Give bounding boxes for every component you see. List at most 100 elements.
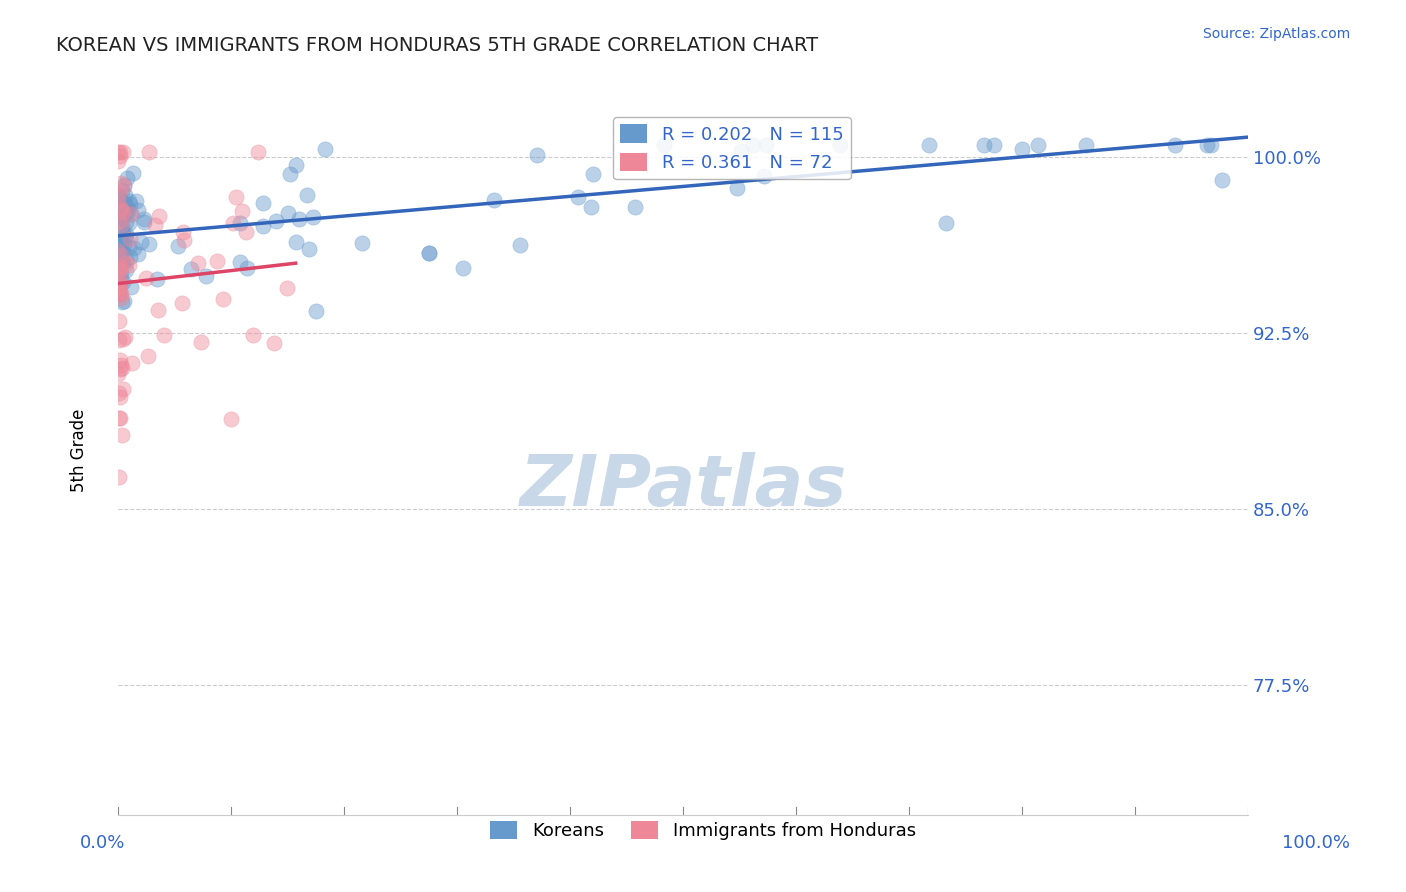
Point: [115, 171, 138, 186]
Text: 5th Grade: 5th Grade: [70, 409, 87, 492]
Point: [112, 200, 135, 214]
Point: [110, 206, 132, 220]
Point: [108, 390, 131, 404]
Point: [115, 206, 138, 220]
Point: [229, 254, 252, 268]
Point: [110, 264, 132, 278]
Point: [143, 218, 166, 232]
Point: [263, 335, 285, 350]
Point: [107, 188, 129, 202]
Point: [107, 186, 129, 201]
Point: [110, 250, 132, 264]
Point: [110, 362, 132, 376]
Point: [108, 285, 131, 299]
Point: [111, 295, 134, 310]
Point: [121, 356, 143, 370]
Point: [918, 138, 941, 153]
Point: [180, 262, 202, 277]
Point: [112, 275, 135, 289]
Point: [117, 203, 139, 218]
Point: [108, 149, 131, 163]
Point: [127, 202, 149, 217]
Point: [112, 178, 135, 193]
Point: [111, 219, 134, 234]
Point: [111, 204, 134, 219]
Point: [118, 258, 141, 272]
Point: [114, 263, 136, 277]
Point: [228, 216, 250, 230]
Point: [1199, 138, 1222, 153]
Point: [118, 250, 141, 264]
Point: [170, 296, 193, 310]
Point: [112, 227, 135, 241]
Point: [110, 218, 132, 232]
Point: [280, 167, 302, 181]
Point: [127, 247, 149, 261]
Point: [118, 216, 141, 230]
Point: [314, 142, 336, 156]
Point: [973, 138, 995, 153]
Point: [1074, 138, 1097, 153]
Point: [114, 188, 136, 202]
Point: [755, 138, 778, 153]
Text: KOREAN VS IMMIGRANTS FROM HONDURAS 5TH GRADE CORRELATION CHART: KOREAN VS IMMIGRANTS FROM HONDURAS 5TH G…: [56, 36, 818, 54]
Point: [107, 192, 129, 206]
Point: [110, 145, 132, 160]
Point: [115, 199, 138, 213]
Point: [725, 181, 748, 195]
Point: [107, 260, 129, 275]
Point: [111, 183, 134, 197]
Point: [297, 188, 319, 202]
Point: [752, 169, 775, 184]
Point: [110, 273, 132, 287]
Point: [115, 227, 138, 242]
Point: [132, 215, 155, 229]
Point: [107, 386, 129, 401]
Point: [110, 266, 132, 280]
Point: [129, 235, 152, 249]
Point: [108, 210, 131, 224]
Point: [1197, 138, 1219, 153]
Point: [118, 232, 141, 246]
Point: [110, 235, 132, 250]
Point: [167, 239, 190, 253]
Point: [112, 294, 135, 309]
Point: [302, 210, 325, 224]
Point: [136, 349, 159, 363]
Point: [108, 410, 131, 425]
Legend: Koreans, Immigrants from Honduras: Koreans, Immigrants from Honduras: [484, 814, 922, 847]
Point: [115, 215, 138, 229]
Point: [110, 358, 132, 372]
Point: [134, 211, 156, 226]
Point: [153, 328, 176, 343]
Point: [305, 303, 328, 318]
Point: [582, 167, 605, 181]
Point: [110, 286, 132, 301]
Point: [107, 287, 129, 301]
Text: 0.0%: 0.0%: [80, 834, 125, 852]
Text: Source: ZipAtlas.com: Source: ZipAtlas.com: [1202, 27, 1350, 41]
Point: [122, 241, 145, 255]
Point: [114, 195, 136, 210]
Point: [120, 207, 142, 221]
Point: [107, 145, 129, 160]
Point: [983, 138, 1005, 153]
Point: [108, 278, 131, 293]
Point: [107, 154, 129, 169]
Point: [112, 195, 135, 210]
Point: [451, 261, 474, 276]
Point: [118, 239, 141, 253]
Point: [284, 159, 307, 173]
Point: [107, 266, 129, 280]
Point: [112, 145, 135, 160]
Point: [830, 138, 852, 153]
Point: [277, 206, 299, 220]
Text: ZIPatlas: ZIPatlas: [519, 452, 846, 521]
Point: [110, 176, 132, 190]
Point: [110, 248, 132, 262]
Point: [418, 246, 440, 260]
Point: [114, 205, 136, 219]
Point: [111, 206, 134, 220]
Point: [418, 245, 440, 260]
Point: [111, 252, 134, 267]
